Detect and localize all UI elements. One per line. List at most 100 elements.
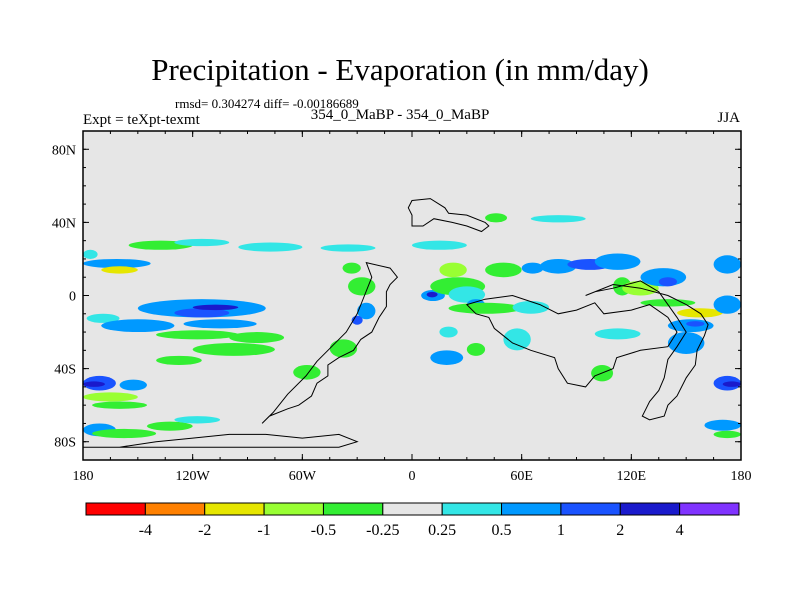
field-region [183, 319, 257, 329]
field-region [83, 249, 98, 259]
colorbar-box [560, 502, 621, 516]
field-layer [83, 213, 741, 439]
y-tick-label: 0 [69, 290, 76, 305]
field-region [174, 416, 221, 424]
colorbar-label: -0.25 [366, 522, 399, 539]
field-region [229, 332, 285, 344]
field-region [667, 332, 705, 354]
field-region [713, 255, 741, 274]
field-region [101, 266, 138, 274]
field-region [439, 262, 467, 278]
colorbar-box [263, 502, 324, 516]
y-tick-label: 80S [54, 436, 76, 451]
colorbar-box [501, 502, 562, 516]
season-label: JJA [717, 110, 740, 126]
field-region [594, 253, 641, 270]
coastline-central-landmass [465, 294, 678, 388]
colorbar-label: -2 [198, 522, 211, 539]
field-region [430, 350, 464, 365]
field-region [92, 428, 157, 439]
y-tick-label: 40S [54, 363, 76, 378]
colorbar-label: -0.5 [311, 522, 336, 539]
colorbar-label: 0.5 [492, 522, 512, 539]
x-tick-label: 120E [617, 469, 647, 484]
field-region [521, 262, 544, 274]
field-region [92, 401, 147, 409]
x-tick-label: 60W [289, 469, 317, 484]
field-region [238, 242, 303, 252]
stats-label: rmsd= 0.304274 diff= -0.00186689 [175, 96, 359, 111]
colorbar-box [679, 502, 740, 516]
field-region [485, 213, 508, 223]
field-region [539, 258, 577, 274]
field-region [412, 240, 467, 250]
plot-title: Precipitation - Evaporation (in mm/day) [151, 52, 649, 87]
field-region [658, 277, 678, 287]
field-region [348, 277, 376, 296]
x-tick-label: 0 [409, 469, 416, 484]
map-background [83, 131, 741, 460]
field-region [448, 286, 486, 303]
colorbar-box [441, 502, 503, 516]
field-region [594, 328, 641, 340]
x-tick-label: 120W [176, 469, 211, 484]
coastline-layer [83, 198, 709, 448]
field-region [86, 313, 120, 323]
coastline-south-america [261, 261, 399, 424]
field-region [426, 291, 438, 298]
field-region [192, 304, 239, 311]
field-region [293, 364, 321, 380]
field-region [320, 244, 376, 252]
field-region [503, 328, 531, 351]
colorbar-label: 0.25 [428, 522, 456, 539]
field-region [83, 392, 138, 402]
field-region [174, 308, 230, 318]
field-region [512, 300, 550, 314]
field-region [156, 330, 239, 340]
field-region [466, 343, 486, 356]
x-tick-label: 60E [510, 469, 533, 484]
y-tick-label: 80N [52, 143, 76, 158]
x-tick-label: 180 [73, 469, 94, 484]
field-region [530, 215, 586, 223]
colorbar-label: 2 [616, 522, 624, 539]
field-region [156, 355, 202, 365]
field-region [439, 326, 458, 338]
field-region [686, 321, 705, 327]
field-region [722, 381, 741, 387]
field-region [83, 381, 105, 387]
run-label: 354_0_MaBP - 354_0_MaBP [310, 107, 490, 123]
colorbar-label: 1 [557, 522, 565, 539]
field-region [174, 238, 230, 247]
colorbar-box [144, 502, 206, 516]
colorbar-box [619, 502, 681, 516]
field-region [448, 302, 522, 314]
x-tick-label: 180 [731, 469, 752, 484]
field-region [342, 262, 361, 274]
field-region [329, 339, 358, 358]
field-region [119, 379, 147, 391]
colorbar-label: -1 [257, 522, 270, 539]
field-region [640, 299, 696, 307]
colorbar-box [382, 502, 443, 516]
field-region [146, 421, 193, 431]
coastline-east-continent [585, 280, 709, 421]
field-region [357, 302, 376, 320]
field-region [713, 430, 741, 439]
field-region [83, 258, 151, 269]
colorbar-box [204, 502, 265, 516]
colorbar-box [322, 502, 384, 516]
coastline-antarctic-coast [83, 433, 359, 448]
experiment-label: Expt = teXpt-texmt [83, 112, 200, 128]
colorbar-label: -4 [139, 522, 152, 539]
field-region [101, 319, 175, 333]
colorbar-label: 4 [676, 522, 684, 539]
coastline-north-continent [407, 198, 490, 233]
field-region [704, 419, 741, 431]
field-region [485, 262, 522, 278]
field-region [192, 343, 275, 356]
y-tick-label: 40N [52, 216, 76, 231]
field-region [713, 295, 741, 314]
colorbar-box [85, 502, 146, 516]
